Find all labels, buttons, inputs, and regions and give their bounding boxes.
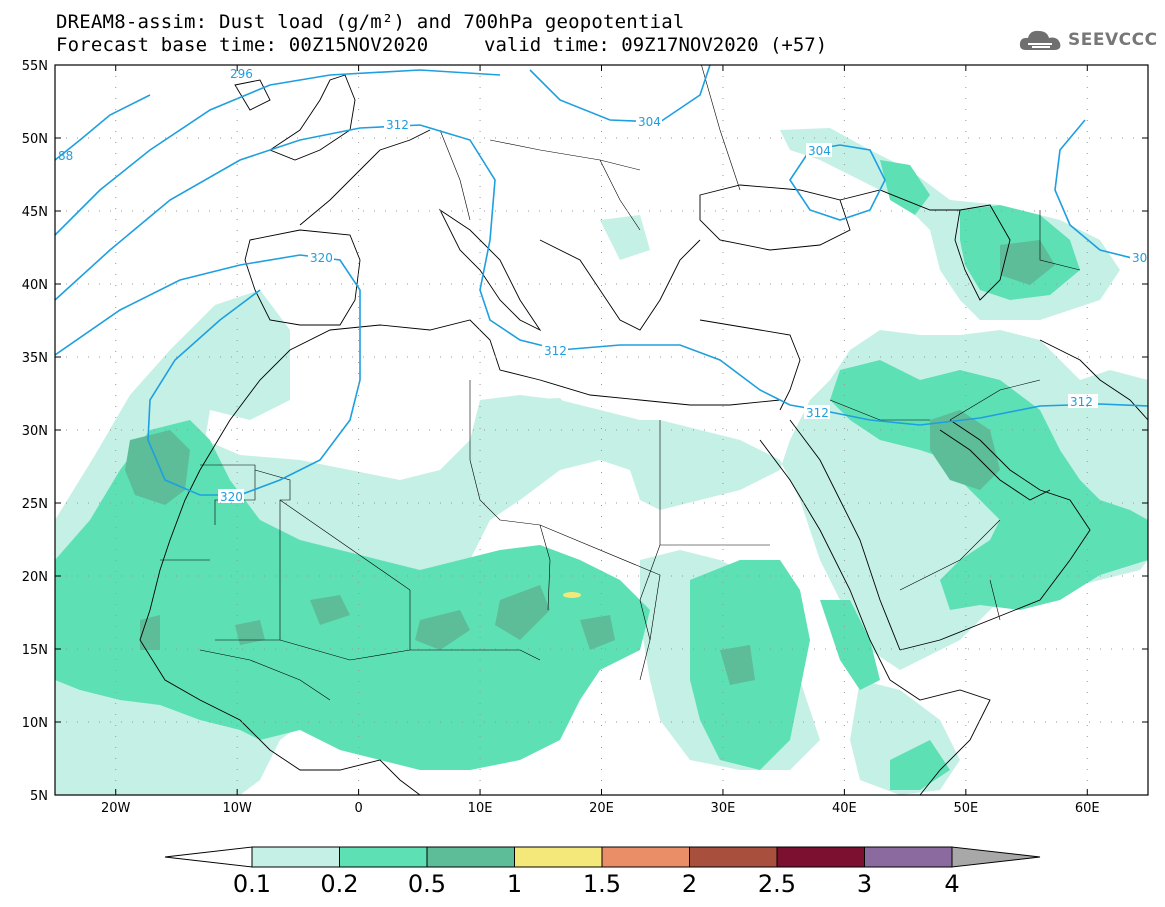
contour-label-bg bbox=[542, 343, 568, 357]
lon-tick-label: 20E bbox=[589, 801, 614, 816]
contour-label: 320 bbox=[220, 490, 243, 504]
colorbar-segment bbox=[689, 846, 778, 868]
contour-label-bg bbox=[806, 143, 832, 157]
lat-tick-label: 30N bbox=[22, 424, 48, 439]
contour-label: 312 bbox=[806, 406, 829, 420]
lon-tick-label: 20W bbox=[101, 801, 131, 816]
colorbar-tick-label: 0.2 bbox=[320, 870, 358, 898]
logo-text: SEEVCCC bbox=[1068, 30, 1158, 50]
colorbar-segment bbox=[514, 846, 603, 868]
contour-label: 30 bbox=[1132, 251, 1147, 265]
geopotential-contours bbox=[55, 65, 1148, 496]
contour-label-bg bbox=[228, 66, 254, 80]
lon-tick-label: 10E bbox=[468, 801, 493, 816]
contour-label: 88 bbox=[58, 149, 73, 163]
contour-label: 312 bbox=[544, 344, 567, 358]
dust-high-layer bbox=[125, 240, 1055, 685]
colorbar-segment bbox=[601, 846, 690, 868]
graticule bbox=[55, 65, 1148, 795]
colorbar-segment bbox=[251, 846, 340, 868]
contour-label: 312 bbox=[386, 118, 409, 132]
colorbar-segment bbox=[426, 846, 515, 868]
lat-tick-label: 55N bbox=[22, 59, 48, 74]
lat-tick-label: 20N bbox=[22, 570, 48, 585]
contour-label-bg bbox=[636, 114, 662, 128]
colorbar-tick-label: 0.1 bbox=[233, 870, 271, 898]
lon-tick-label: 0 bbox=[354, 801, 362, 816]
lon-tick-label: 60E bbox=[1075, 801, 1100, 816]
coastlines bbox=[139, 74, 1148, 795]
lat-tick-label: 15N bbox=[22, 643, 48, 658]
lat-tick-label: 50N bbox=[22, 132, 48, 147]
colorbar-tick-label: 0.5 bbox=[408, 870, 446, 898]
colorbar-tick-label: 2 bbox=[682, 870, 697, 898]
colorbar-tick-label: 3 bbox=[857, 870, 872, 898]
valid-time: valid time: 09Z17NOV2020 (+57) bbox=[484, 34, 828, 56]
colorbar-segment bbox=[776, 846, 865, 868]
contour-label-bg bbox=[308, 250, 334, 264]
contour-label-bg bbox=[1130, 250, 1148, 264]
lat-tick-label: 25N bbox=[22, 497, 48, 512]
colorbar-under-arrow bbox=[164, 846, 253, 868]
lat-tick-label: 5N bbox=[30, 789, 48, 804]
country-borders bbox=[160, 65, 1081, 701]
colorbar-over-arrow bbox=[951, 846, 1041, 868]
map-title: DREAM8-assim: Dust load (g/m²) and 700hP… bbox=[56, 11, 685, 33]
lat-tick-label: 40N bbox=[22, 278, 48, 293]
lon-tick-label: 40E bbox=[832, 801, 857, 816]
lat-tick-label: 45N bbox=[22, 205, 48, 220]
colorbar-segment bbox=[339, 846, 428, 868]
lon-ticks: 20W 10W 0 10E 20E 30E 40E 50E 60E bbox=[101, 65, 1100, 816]
forecast-base-time: Forecast base time: 00Z15NOV2020 bbox=[56, 34, 429, 56]
contour-label-bg bbox=[384, 117, 410, 131]
contour-label: 312 bbox=[1070, 395, 1093, 409]
contour-label: 304 bbox=[638, 115, 661, 129]
cloud-logo-icon bbox=[1019, 30, 1061, 50]
lat-tick-label: 35N bbox=[22, 351, 48, 366]
contour-labels: 296 312 304 304 320 312 312 312 320 88 3… bbox=[58, 66, 1148, 504]
lon-tick-label: 50E bbox=[953, 801, 978, 816]
lon-tick-label: 10W bbox=[222, 801, 252, 816]
contour-label-bg bbox=[804, 405, 830, 419]
colorbar-tick-label: 1 bbox=[507, 870, 522, 898]
contour-label-bg bbox=[218, 489, 244, 503]
dust-peak-layer bbox=[563, 592, 581, 598]
contour-label: 296 bbox=[230, 67, 253, 81]
lat-ticks: 55N 50N 45N 40N 35N 30N 25N 20N 15N 10N 5N bbox=[22, 59, 1148, 804]
colorbar: 0.1 0.2 0.5 1 1.5 2 2.5 3 4 bbox=[164, 846, 1041, 898]
colorbar-segment bbox=[864, 846, 953, 868]
colorbar-tick-label: 4 bbox=[944, 870, 959, 898]
colorbar-tick-label: 2.5 bbox=[758, 870, 796, 898]
contour-label: 320 bbox=[310, 251, 333, 265]
contour-label: 304 bbox=[808, 144, 831, 158]
colorbar-tick-label: 1.5 bbox=[583, 870, 621, 898]
lon-tick-label: 30E bbox=[711, 801, 736, 816]
seevccc-logo: SEEVCCC bbox=[1018, 26, 1158, 54]
lat-tick-label: 10N bbox=[22, 716, 48, 731]
contour-label-bg bbox=[1068, 394, 1098, 408]
